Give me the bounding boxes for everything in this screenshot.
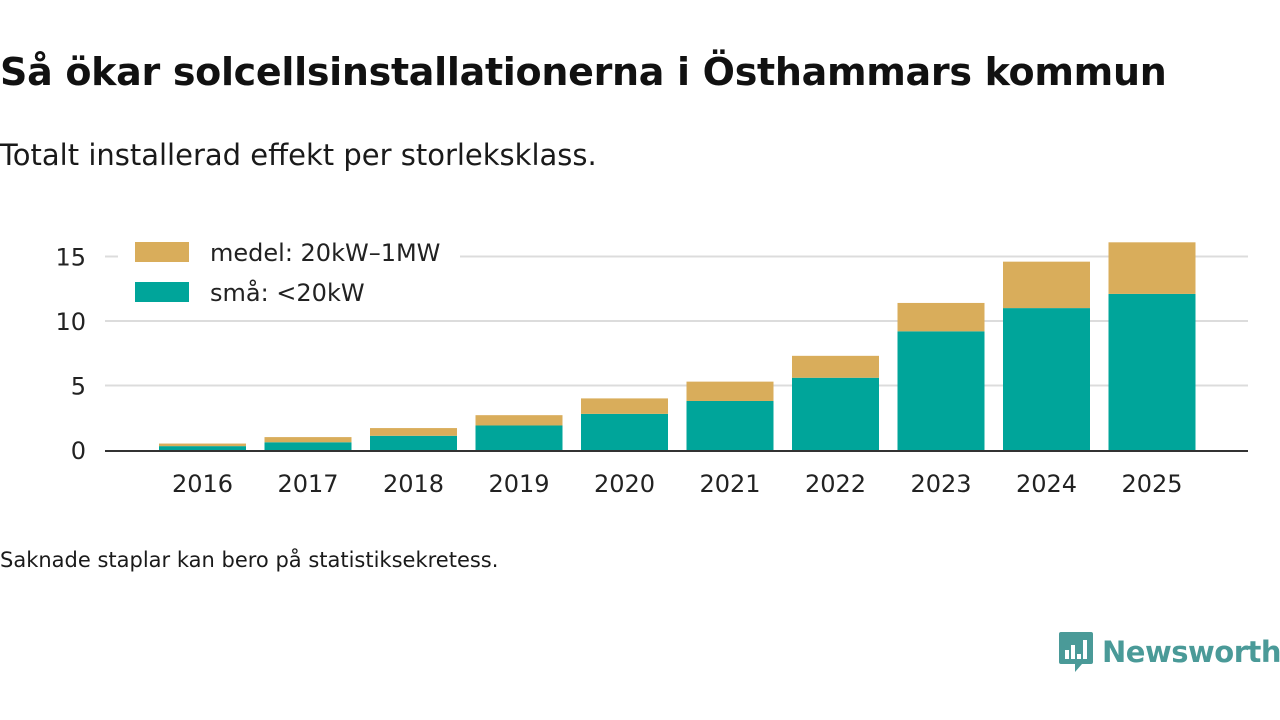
legend: medel: 20kW–1MW små: <20kW — [118, 236, 460, 314]
bars — [159, 242, 1196, 450]
legend-label: medel: 20kW–1MW — [210, 239, 440, 267]
bar-segment — [475, 415, 563, 426]
bar-segment — [686, 400, 774, 450]
x-tick-label: 2019 — [488, 470, 549, 498]
y-tick-label: 15 — [55, 244, 86, 272]
x-tick-label: 2021 — [699, 470, 760, 498]
bar-segment — [897, 331, 985, 450]
bar-segment — [1108, 242, 1196, 294]
y-tick-label: 10 — [55, 308, 86, 336]
legend-label: små: <20kW — [210, 278, 365, 307]
bar-segment — [264, 442, 352, 450]
bar-segment — [897, 302, 985, 332]
bar-segment — [264, 437, 352, 443]
x-tick-label: 2023 — [910, 470, 971, 498]
bar-segment — [1003, 261, 1090, 309]
x-tick-label: 2016 — [172, 470, 233, 498]
bar-segment — [792, 355, 879, 378]
newsworthy-chart-bubble-icon — [1059, 632, 1093, 672]
bar-segment — [1003, 308, 1090, 450]
bar-segment — [686, 381, 774, 401]
legend-swatch — [135, 282, 189, 302]
x-tick-label: 2025 — [1121, 470, 1182, 498]
chart-title: Så ökar solcellsinstallationerna i Östha… — [0, 50, 1167, 94]
footnote: Saknade staplar kan bero på statistiksek… — [0, 548, 499, 572]
chart-subtitle: Totalt installerad effekt per storlekskl… — [0, 138, 597, 172]
x-tick-label: 2018 — [383, 470, 444, 498]
bar-segment — [159, 443, 246, 447]
x-tick-label: 2020 — [594, 470, 655, 498]
bar-segment — [370, 428, 457, 436]
x-tick-label: 2022 — [805, 470, 866, 498]
y-tick-label: 5 — [71, 373, 86, 401]
x-tick-label: 2024 — [1016, 470, 1077, 498]
bar-segment — [581, 398, 668, 414]
bar-segment — [1108, 293, 1196, 450]
y-tick-label: 0 — [71, 437, 86, 465]
legend-swatch — [135, 242, 189, 262]
bar-segment — [475, 425, 563, 450]
bar-segment — [792, 377, 879, 450]
x-tick-label: 2017 — [277, 470, 338, 498]
brand-logo[interactable]: Newsworthy — [1058, 630, 1280, 674]
brand-name: Newsworthy — [1102, 635, 1280, 669]
bar-segment — [581, 413, 668, 450]
bar-segment — [370, 435, 457, 450]
bar-segment — [159, 446, 246, 450]
axes: 0 5 10 15 2016 2017 2018 2019 2020 2021 2022 2023 20… — [55, 244, 1248, 498]
